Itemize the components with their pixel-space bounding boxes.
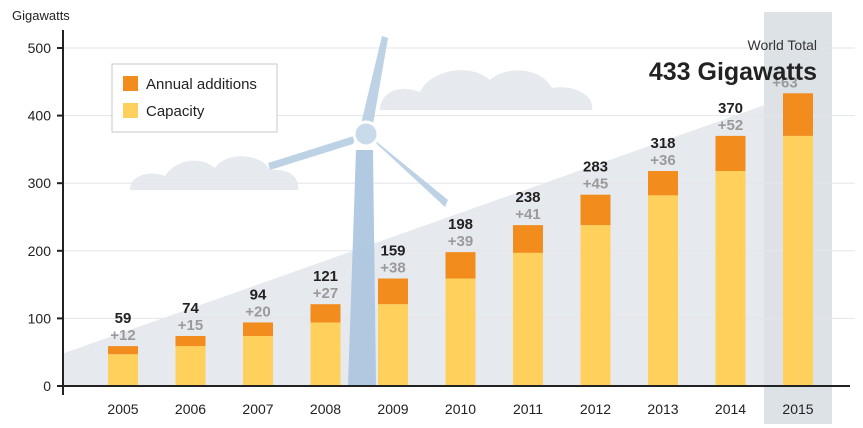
total-label-2013: 318 — [650, 135, 675, 152]
bars — [108, 93, 813, 386]
world-total-value: 433 Gigawatts — [649, 58, 817, 86]
x-tick-label: 2009 — [377, 401, 408, 417]
addition-label-2014: +52 — [718, 117, 743, 134]
bar-capacity-2008 — [310, 322, 341, 386]
addition-label-2008: +27 — [313, 285, 338, 302]
legend-label-capacity: Capacity — [146, 103, 205, 120]
legend: Annual additions Capacity — [111, 63, 278, 133]
legend-swatch-capacity — [123, 103, 138, 118]
bar-annual-additions-2011 — [513, 225, 543, 253]
value-labels: 59+12 74+15 94+20 121+27 159+38 198+39 238+41 2… — [110, 74, 797, 344]
total-label-2007: 94 — [250, 286, 267, 303]
addition-label-2007: +20 — [245, 303, 270, 320]
total-label-2009: 159 — [380, 243, 405, 260]
x-ticks: 2005 2006 2007 2008 2009 2010 2011 2012 2013 2014… — [107, 401, 813, 417]
addition-label-2010: +39 — [448, 233, 473, 250]
legend-swatch-annual-additions — [123, 76, 138, 91]
y-tick-label: 400 — [28, 108, 52, 124]
total-label-2008: 121 — [313, 268, 338, 285]
x-tick-label: 2013 — [647, 401, 678, 417]
total-label-2011: 238 — [515, 189, 540, 206]
bar-annual-additions-2012 — [580, 194, 611, 226]
y-ticks: 0 100 200 300 400 500 — [28, 40, 63, 394]
addition-label-2012: +45 — [583, 176, 608, 193]
x-tick-label: 2008 — [310, 401, 341, 417]
bar-capacity-2011 — [513, 252, 543, 386]
addition-label-2013: +36 — [650, 152, 675, 169]
bar-capacity-2012 — [580, 225, 611, 386]
x-tick-label: 2011 — [513, 401, 543, 417]
bar-annual-additions-2008 — [310, 304, 341, 323]
total-label-2012: 283 — [583, 159, 608, 176]
x-tick-label: 2010 — [445, 401, 476, 417]
addition-label-2015: +63 — [772, 74, 797, 91]
bar-annual-additions-2007 — [243, 322, 273, 336]
bar-annual-additions-2005 — [108, 346, 138, 355]
bar-capacity-2010 — [445, 278, 476, 386]
legend-box — [111, 63, 278, 133]
bar-capacity-2007 — [243, 335, 273, 386]
wind-turbine-icon — [268, 36, 448, 386]
x-tick-label: 2012 — [580, 401, 611, 417]
cloud-icon — [130, 70, 593, 190]
y-tick-label: 300 — [28, 175, 52, 191]
y-tick-label: 0 — [43, 378, 51, 394]
bar-annual-additions-2009 — [378, 278, 408, 305]
world-total-label: World Total — [747, 37, 817, 53]
y-axis-label: Gigawatts — [12, 8, 70, 23]
x-tick-label: 2014 — [715, 401, 746, 417]
addition-label-2009: +38 — [380, 260, 405, 277]
x-tick-label: 2005 — [107, 401, 138, 417]
y-tick-label: 200 — [28, 243, 52, 259]
bar-annual-additions-2013 — [648, 171, 678, 196]
addition-label-2006: +15 — [178, 317, 203, 334]
bar-annual-additions-2014 — [715, 135, 746, 172]
y-tick-label: 500 — [28, 40, 52, 56]
addition-label-2005: +12 — [110, 327, 135, 344]
total-label-2006: 74 — [182, 300, 199, 317]
bar-annual-additions-2010 — [445, 252, 476, 279]
bar-capacity-2013 — [648, 195, 678, 386]
total-label-2014: 370 — [718, 100, 743, 117]
bar-capacity-2015 — [783, 135, 813, 386]
bar-capacity-2005 — [108, 354, 138, 386]
bar-annual-additions-2015 — [783, 93, 813, 136]
addition-label-2011: +41 — [515, 206, 540, 223]
x-tick-label: 2007 — [242, 401, 273, 417]
x-tick-label: 2015 — [782, 401, 813, 417]
y-tick-label: 100 — [28, 310, 52, 326]
total-label-2005: 59 — [115, 310, 132, 327]
capacity-trend-area — [63, 93, 798, 387]
total-label-2010: 198 — [448, 216, 473, 233]
bar-capacity-2006 — [175, 346, 206, 386]
legend-label-annual-additions: Annual additions — [146, 76, 257, 93]
bar-annual-additions-2006 — [175, 335, 206, 347]
x-tick-label: 2006 — [175, 401, 206, 417]
bar-capacity-2009 — [378, 304, 408, 386]
bar-capacity-2014 — [715, 171, 746, 386]
